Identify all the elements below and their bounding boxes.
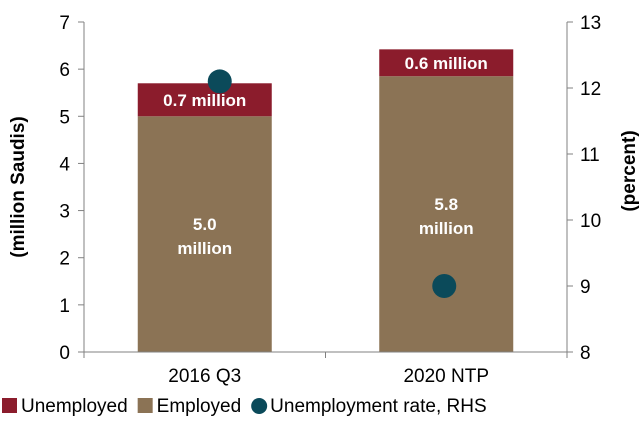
- bar-unemployed-2: [379, 49, 514, 77]
- right-tick-label: 13: [580, 13, 601, 34]
- bar-label-unemployed-1: 0.7 million: [163, 91, 246, 110]
- right-axis-title: (percent): [619, 130, 640, 211]
- right-tick-label: 9: [580, 277, 591, 298]
- bar-label-unemployed-2: 0.6 million: [405, 54, 488, 73]
- left-axis-title: (million Saudis): [8, 116, 29, 257]
- left-tick-label: 3: [59, 202, 70, 223]
- legend-label-1: Unemployed: [21, 396, 128, 417]
- left-tick-label: 2: [59, 249, 70, 270]
- left-tick-label: 4: [59, 154, 70, 175]
- bar-employed-1: [137, 116, 272, 353]
- bar-label-employed-2: 5.8 million: [419, 195, 474, 238]
- bar-label-employed-1: 5.0 million: [177, 215, 232, 258]
- left-tick-label: 1: [59, 296, 70, 317]
- legend-label-3: Unemployment rate, RHS: [270, 396, 486, 417]
- points-layer: [207, 69, 457, 298]
- right-tick-label: 10: [580, 211, 601, 232]
- rate-point-2: [432, 274, 457, 298]
- legend-marker-employed: [137, 398, 153, 413]
- x-tick-label-2: 2020 NTP: [403, 366, 489, 387]
- bar-employed-2: [379, 76, 514, 352]
- right-tick-label: 12: [580, 79, 601, 100]
- right-tick-label: 8: [580, 343, 591, 364]
- x-tick-label-1: 2016 Q3: [168, 366, 241, 387]
- left-tick-label: 5: [59, 107, 70, 128]
- left-tick-label: 6: [59, 60, 70, 81]
- left-tick-label: 7: [59, 13, 70, 34]
- rate-point-1: [207, 69, 232, 94]
- bar-unemployed-1: [137, 83, 272, 117]
- right-tick-label: 11: [580, 145, 600, 166]
- legend: Unemployed Employed Unemployment rate, RHS: [2, 396, 487, 417]
- legend-label-2: Employed: [157, 396, 242, 417]
- legend-marker-unemployed: [2, 398, 17, 413]
- bars-layer: 5.0 million 0.7 million 5.8 million 0.6 milli…: [137, 49, 514, 353]
- legend-marker-rate: [251, 398, 268, 414]
- left-tick-label: 0: [59, 343, 70, 364]
